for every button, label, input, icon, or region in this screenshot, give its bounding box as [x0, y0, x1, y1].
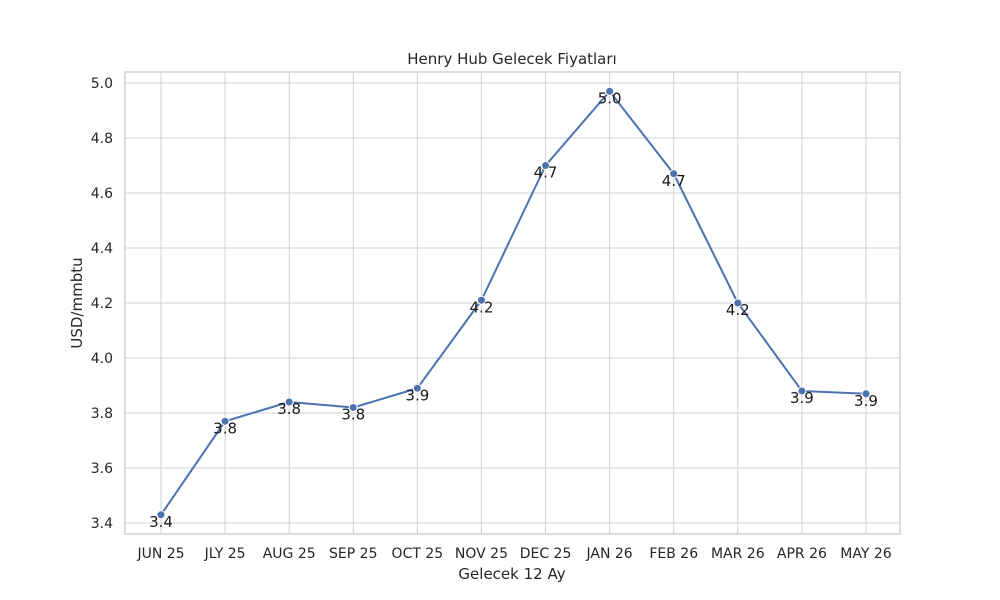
- y-tick-label: 4.2: [91, 296, 113, 312]
- x-tick-label: FEB 26: [649, 546, 698, 562]
- x-tick-label: MAY 26: [840, 546, 891, 562]
- y-tick-label: 3.6: [91, 461, 113, 477]
- y-tick-label: 4.4: [91, 241, 113, 257]
- y-tick-label: 4.0: [91, 351, 113, 367]
- x-axis-label: Gelecek 12 Ay: [458, 565, 565, 583]
- y-tick-label: 4.6: [91, 186, 113, 202]
- grid: [125, 72, 900, 534]
- x-tick-label: AUG 25: [263, 546, 316, 562]
- data-point: [220, 416, 230, 426]
- series: [156, 86, 871, 520]
- y-tick-label: 3.4: [91, 516, 113, 532]
- data-labels: 3.4 3.8 3.8 3.8 3.9 4.2 4.7 5.0 4.7 4.2 3.9 3.9: [149, 89, 878, 531]
- data-label: 3.4: [149, 513, 173, 531]
- x-tick-label: SEP 25: [329, 546, 377, 562]
- data-label: 4.2: [470, 298, 494, 316]
- y-axis-label: USD/mmbtu: [68, 257, 86, 348]
- data-point: [284, 397, 294, 407]
- data-label: 3.9: [790, 389, 814, 407]
- data-point: [156, 510, 166, 520]
- x-tick-label: JAN 26: [586, 546, 633, 562]
- data-label: 5.0: [598, 89, 622, 107]
- data-point: [797, 386, 807, 396]
- x-axis-ticks: JUN 25 JLY 25 AUG 25 SEP 25 OCT 25 NOV 25 DEC …: [136, 546, 891, 562]
- x-tick-label: NOV 25: [455, 546, 508, 562]
- data-point: [605, 86, 615, 96]
- plot-area: [124, 71, 901, 535]
- x-tick-label: MAR 26: [711, 546, 765, 562]
- x-tick-label: DEC 25: [520, 546, 572, 562]
- data-point: [412, 383, 422, 393]
- x-tick-label: JUN 25: [136, 546, 184, 562]
- y-tick-label: 3.8: [91, 406, 113, 422]
- x-tick-label: APR 26: [777, 546, 827, 562]
- data-point: [541, 161, 551, 170]
- data-label: 4.7: [662, 172, 686, 190]
- data-label: 3.8: [213, 419, 237, 437]
- data-point: [348, 403, 358, 412]
- x-tick-label: JLY 25: [204, 546, 246, 562]
- data-point: [733, 298, 743, 308]
- chart-title: Henry Hub Gelecek Fiyatları: [407, 50, 616, 68]
- data-label: 3.9: [854, 392, 878, 410]
- data-label: 3.9: [405, 386, 429, 404]
- data-point: [476, 295, 486, 305]
- data-point: [861, 389, 871, 399]
- y-tick-label: 5.0: [91, 76, 113, 92]
- series-line: [160, 90, 867, 516]
- data-label: 4.7: [534, 164, 558, 182]
- y-tick-label: 4.8: [91, 131, 113, 147]
- data-point: [669, 169, 679, 179]
- x-tick-label: OCT 25: [392, 546, 444, 562]
- y-axis-ticks: 3.4 3.6 3.8 4.0 4.2 4.4 4.6 4.8 5.0: [91, 76, 113, 532]
- data-label: 3.8: [277, 400, 301, 418]
- data-label: 4.2: [726, 301, 750, 319]
- data-label: 3.8: [341, 406, 365, 424]
